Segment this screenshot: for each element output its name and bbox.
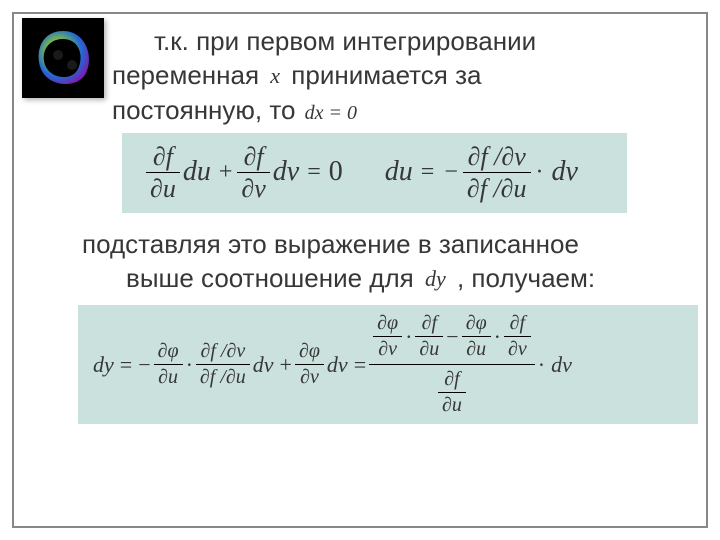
- big-frac-denominator: ∂f ∂u: [434, 367, 470, 416]
- equation-2: du = − ∂f /∂v ∂f /∂u · dv: [382, 143, 581, 203]
- inline-dx0: dx = 0: [303, 102, 359, 124]
- inline-x: x: [266, 63, 284, 88]
- frac-dphi-du: ∂φ ∂u: [154, 341, 183, 388]
- p2-line1: подставляя это выражение в записанное: [82, 229, 579, 259]
- inline-dy: dy: [421, 266, 450, 291]
- frac-df-dv: ∂f ∂v: [237, 143, 269, 203]
- equation-1: ∂f ∂u du + ∂f ∂v dv = 0: [146, 143, 346, 203]
- equation-block-1: ∂f ∂u du + ∂f ∂v dv = 0 du: [122, 133, 627, 213]
- p1-line1: т.к. при первом интегрировании: [102, 26, 536, 56]
- paragraph-1: т.к. при первом интегрировании переменна…: [52, 24, 674, 127]
- content-frame: т.к. при первом интегрировании переменна…: [12, 12, 708, 528]
- frac-dphi-dv: ∂φ ∂v: [295, 341, 324, 388]
- paragraph-2: подставляя это выражение в записанное вы…: [82, 227, 674, 296]
- frac-df-du: ∂f ∂u: [146, 143, 180, 203]
- frac-ratio-1: ∂f /∂v ∂f /∂u: [196, 341, 250, 388]
- slide: т.к. при первом интегрировании переменна…: [0, 0, 720, 540]
- p2-line2a: выше соотношение для: [126, 263, 414, 293]
- big-fraction: ∂φ ∂v · ∂f ∂u − ∂φ: [369, 313, 535, 416]
- p2-line2b: , получаем:: [457, 263, 595, 293]
- big-frac-numerator: ∂φ ∂v · ∂f ∂u − ∂φ: [369, 313, 535, 362]
- frac-dfdv-over-dfdu: ∂f /∂v ∂f /∂u: [463, 143, 531, 203]
- p1-line2b: принимается за: [291, 60, 481, 90]
- content-body: т.к. при первом интегрировании переменна…: [52, 24, 674, 424]
- p1-line3a: постоянную, то: [112, 95, 295, 125]
- p1-line2a: переменная: [112, 60, 259, 90]
- equation-block-2: dy = − ∂φ ∂u · ∂f /∂v ∂f /∂u dv + ∂φ: [78, 305, 698, 424]
